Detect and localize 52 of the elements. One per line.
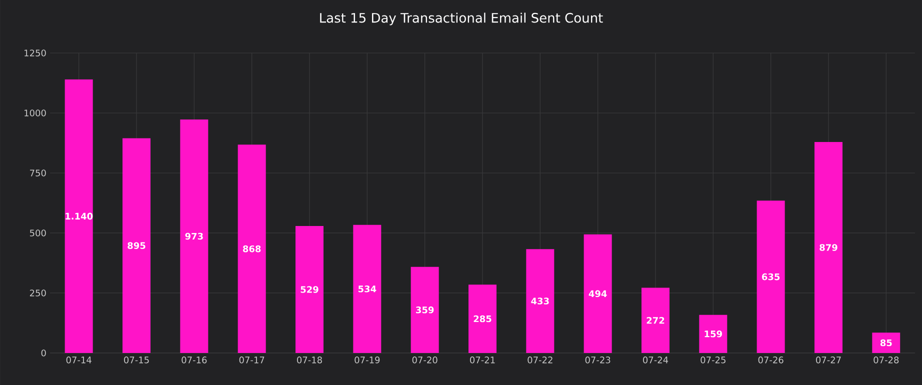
x-tick-label: 07-15 <box>124 356 149 364</box>
bar <box>122 138 151 353</box>
bar <box>468 284 496 353</box>
y-tick-label: 1250 <box>24 50 46 56</box>
bar <box>584 234 612 353</box>
y-tick-label: 0 <box>41 350 46 356</box>
x-tick-label: 07-26 <box>758 356 784 364</box>
data-label: 1.140 <box>66 212 93 220</box>
data-label: 879 <box>820 244 838 251</box>
x-tick-label: 07-18 <box>297 356 322 364</box>
data-label: 159 <box>704 330 722 338</box>
x-tick-label: 07-21 <box>470 356 495 364</box>
data-label: 494 <box>588 290 607 298</box>
bar <box>353 224 382 353</box>
bar <box>296 226 324 353</box>
x-tick-label: 07-23 <box>585 356 610 364</box>
y-tick-label: 750 <box>30 170 46 176</box>
bar <box>180 119 208 353</box>
x-tick-label: 07-25 <box>700 356 726 364</box>
bar <box>238 144 266 353</box>
x-tick-label: 07-22 <box>528 356 552 364</box>
x-tick-label: 07-14 <box>66 356 92 364</box>
x-tick-label: 07-28 <box>874 356 899 364</box>
x-tick-label: 07-27 <box>816 356 841 364</box>
data-label: 973 <box>185 232 203 240</box>
x-tick-label: 07-24 <box>643 356 668 364</box>
data-label: 534 <box>358 286 376 292</box>
data-label: 272 <box>646 317 664 324</box>
x-tick-label: 07-17 <box>239 356 264 364</box>
data-label: 285 <box>474 315 492 322</box>
data-label: 529 <box>300 286 318 293</box>
bar <box>814 142 842 353</box>
data-label: 635 <box>762 273 780 280</box>
data-label: 433 <box>531 298 549 304</box>
bar <box>699 314 728 353</box>
data-label: 359 <box>416 306 434 314</box>
y-tick-label: 1000 <box>24 110 46 116</box>
data-label: 85 <box>880 339 892 346</box>
x-tick-label: 07-20 <box>412 356 438 364</box>
bar <box>756 200 785 353</box>
x-tick-label: 07-19 <box>354 356 380 364</box>
chart-title: Last 15 Day Transactional Email Sent Count <box>320 12 603 26</box>
bar <box>526 249 554 353</box>
y-tick-label: 250 <box>30 290 46 296</box>
x-tick-label: 07-16 <box>182 356 207 364</box>
bar <box>64 79 93 353</box>
bar <box>641 288 670 353</box>
bar <box>410 266 439 353</box>
y-tick-label: 500 <box>30 230 46 236</box>
bar <box>872 332 900 353</box>
data-label: 868 <box>242 245 261 252</box>
data-label: 895 <box>128 242 146 249</box>
